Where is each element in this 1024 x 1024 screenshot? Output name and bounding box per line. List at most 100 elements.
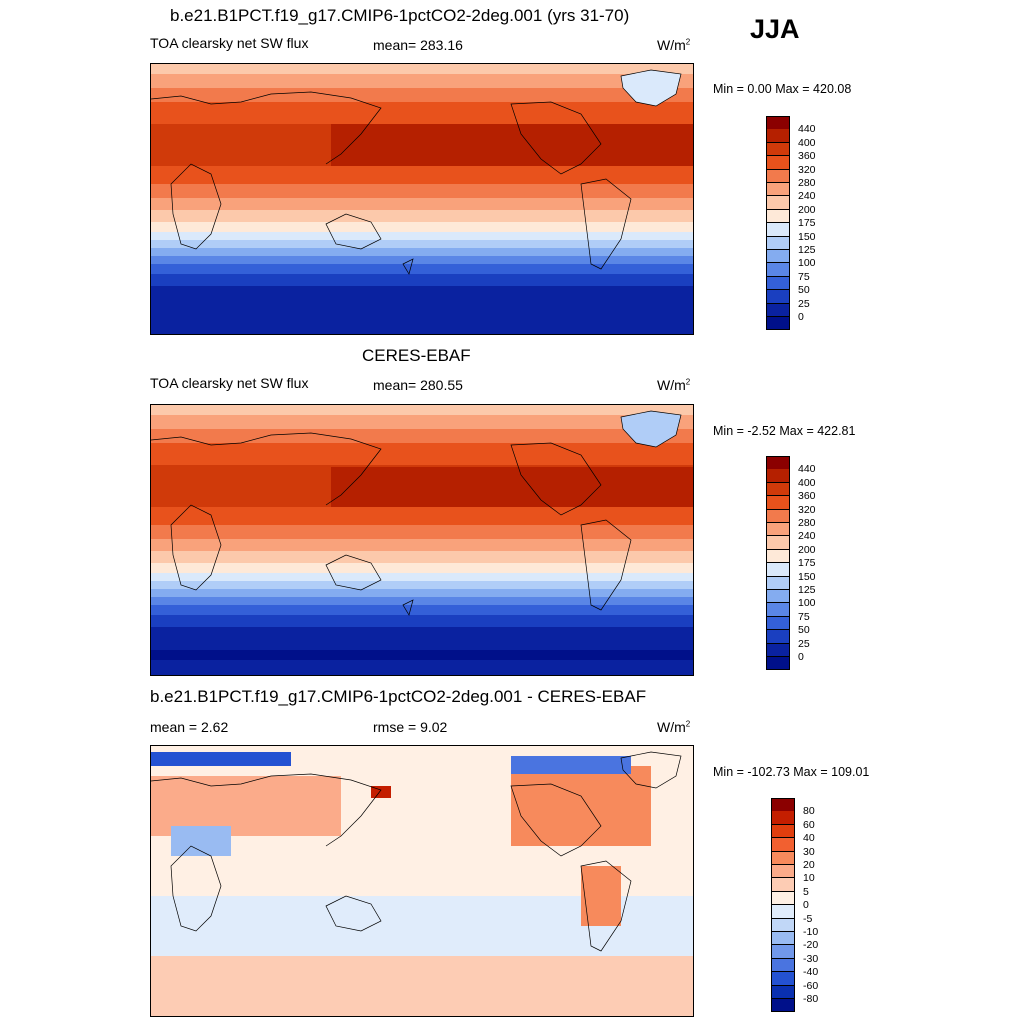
- colorbar-tick-label: 200: [798, 203, 816, 216]
- colorbar-swatch: [766, 657, 790, 671]
- colorbar-swatch: [766, 169, 790, 183]
- colorbar-tick-label: 125: [798, 584, 816, 596]
- colorbar-swatch: [771, 999, 795, 1013]
- colorbar-swatch: [771, 838, 795, 852]
- colorbar-tick-label: 0: [803, 899, 809, 912]
- colorbar-tick-label: -60: [803, 979, 819, 992]
- colorbar-tick-label: 240: [798, 190, 816, 203]
- colorbar-tick-label: 25: [798, 297, 810, 310]
- colorbar-tick-label: 175: [798, 217, 816, 230]
- colorbar-swatch: [766, 603, 790, 617]
- colorbar-tick-label: 175: [798, 557, 816, 570]
- min-max-label: Min = 0.00 Max = 420.08: [713, 82, 852, 96]
- colorbar-tick-label: 50: [798, 284, 810, 297]
- units-label: W/m2: [657, 377, 691, 393]
- model-map: [150, 63, 694, 335]
- colorbar-tick-label: -10: [803, 926, 819, 938]
- colorbar-tick-label: 320: [798, 503, 816, 516]
- min-max-label: Min = -102.73 Max = 109.01: [713, 765, 870, 779]
- colorbar-tick-label: 75: [798, 270, 810, 283]
- colorbar-swatch: [771, 958, 795, 973]
- mean-label: mean = 2.62: [150, 719, 229, 735]
- colorbar-swatch: [771, 824, 795, 839]
- colorbar-swatch: [771, 985, 795, 999]
- colorbar-tick-label: 40: [803, 832, 815, 845]
- colorbar-tick-label: 440: [798, 123, 816, 136]
- colorbar-tick-label: 440: [798, 463, 816, 476]
- units-label: W/m2: [657, 719, 691, 735]
- colorbar-tick-label: 125: [798, 244, 816, 256]
- colorbar-tick-label: 320: [798, 163, 816, 176]
- colorbar-swatch: [766, 590, 790, 604]
- colorbar-swatch: [766, 183, 790, 197]
- panel-title: CERES-EBAF: [362, 346, 471, 365]
- colorbar-swatch: [771, 918, 795, 932]
- colorbar-swatch: [766, 563, 790, 577]
- colorbar-tick-label: 25: [798, 637, 810, 650]
- colorbar-swatch: [771, 932, 795, 946]
- colorbar-swatch: [771, 905, 795, 919]
- season-label: JJA: [750, 14, 800, 44]
- colorbar-swatch: [766, 616, 790, 631]
- colorbar-tick-label: 5: [803, 885, 809, 898]
- panel-title: b.e21.B1PCT.f19_g17.CMIP6-1pctCO2-2deg.0…: [150, 687, 647, 706]
- colorbar-tick-label: 60: [803, 818, 815, 831]
- colorbar-tick-label: 280: [798, 177, 816, 189]
- colorbar-tick-label: 100: [798, 597, 816, 610]
- colorbar-swatch: [766, 196, 790, 210]
- colorbar-tick-label: 80: [803, 805, 815, 818]
- colorbar-swatch: [766, 469, 790, 483]
- units-label: W/m2: [657, 37, 691, 53]
- colorbar-swatch: [766, 536, 790, 550]
- colorbar-tick-label: 75: [798, 610, 810, 623]
- colorbar-swatch: [771, 878, 795, 892]
- colorbar-tick-label: 30: [803, 845, 815, 858]
- difference-map: [150, 745, 694, 1017]
- colorbar-swatch: [766, 630, 790, 644]
- colorbar-swatch: [766, 263, 790, 277]
- colorbar-swatch: [766, 156, 790, 170]
- colorbar-swatch: [766, 276, 790, 291]
- observation-map: [150, 404, 694, 676]
- colorbar-swatch: [766, 643, 790, 657]
- colorbar-tick-label: 400: [798, 136, 816, 149]
- colorbar-swatch: [766, 116, 790, 131]
- colorbar-swatch: [766, 456, 790, 471]
- panel-title: b.e21.B1PCT.f19_g17.CMIP6-1pctCO2-2deg.0…: [170, 6, 630, 25]
- colorbar-tick-label: 400: [798, 476, 816, 489]
- colorbar-tick-label: 20: [803, 859, 815, 871]
- colorbar-tick-label: -30: [803, 952, 819, 965]
- colorbar-tick-label: 0: [798, 651, 804, 663]
- colorbar-tick-label: -40: [803, 966, 819, 979]
- colorbar-tick-label: 150: [798, 230, 816, 243]
- colorbar-tick-label: 10: [803, 872, 815, 885]
- colorbar-swatch: [766, 482, 790, 497]
- variable-label: TOA clearsky net SW flux: [150, 375, 309, 391]
- colorbar-swatch: [766, 303, 790, 317]
- colorbar-tick-label: 150: [798, 570, 816, 583]
- colorbar-swatch: [766, 549, 790, 564]
- min-max-label: Min = -2.52 Max = 422.81: [713, 424, 856, 438]
- colorbar-swatch: [766, 523, 790, 537]
- colorbar-swatch: [766, 129, 790, 143]
- colorbar-tick-label: 50: [798, 624, 810, 637]
- colorbar-swatch: [766, 317, 790, 331]
- colorbar-tick-label: 100: [798, 257, 816, 270]
- variable-label: TOA clearsky net SW flux: [150, 35, 309, 51]
- mean-label: mean= 280.55: [373, 377, 463, 393]
- colorbar-swatch: [771, 891, 795, 906]
- colorbar-tick-label: 360: [798, 150, 816, 163]
- rmse-label: rmse = 9.02: [373, 719, 448, 735]
- colorbar-swatch: [771, 798, 795, 813]
- colorbar-tick-label: -20: [803, 939, 819, 952]
- colorbar-swatch: [766, 236, 790, 250]
- colorbar-swatch: [771, 865, 795, 879]
- colorbar-swatch: [766, 290, 790, 304]
- colorbar-tick-label: -5: [803, 912, 813, 925]
- colorbar-swatch: [766, 576, 790, 590]
- colorbar-swatch: [766, 509, 790, 523]
- colorbar-swatch: [766, 250, 790, 264]
- colorbar-swatch: [766, 142, 790, 157]
- colorbar-swatch: [766, 496, 790, 510]
- colorbar-tick-label: 240: [798, 530, 816, 543]
